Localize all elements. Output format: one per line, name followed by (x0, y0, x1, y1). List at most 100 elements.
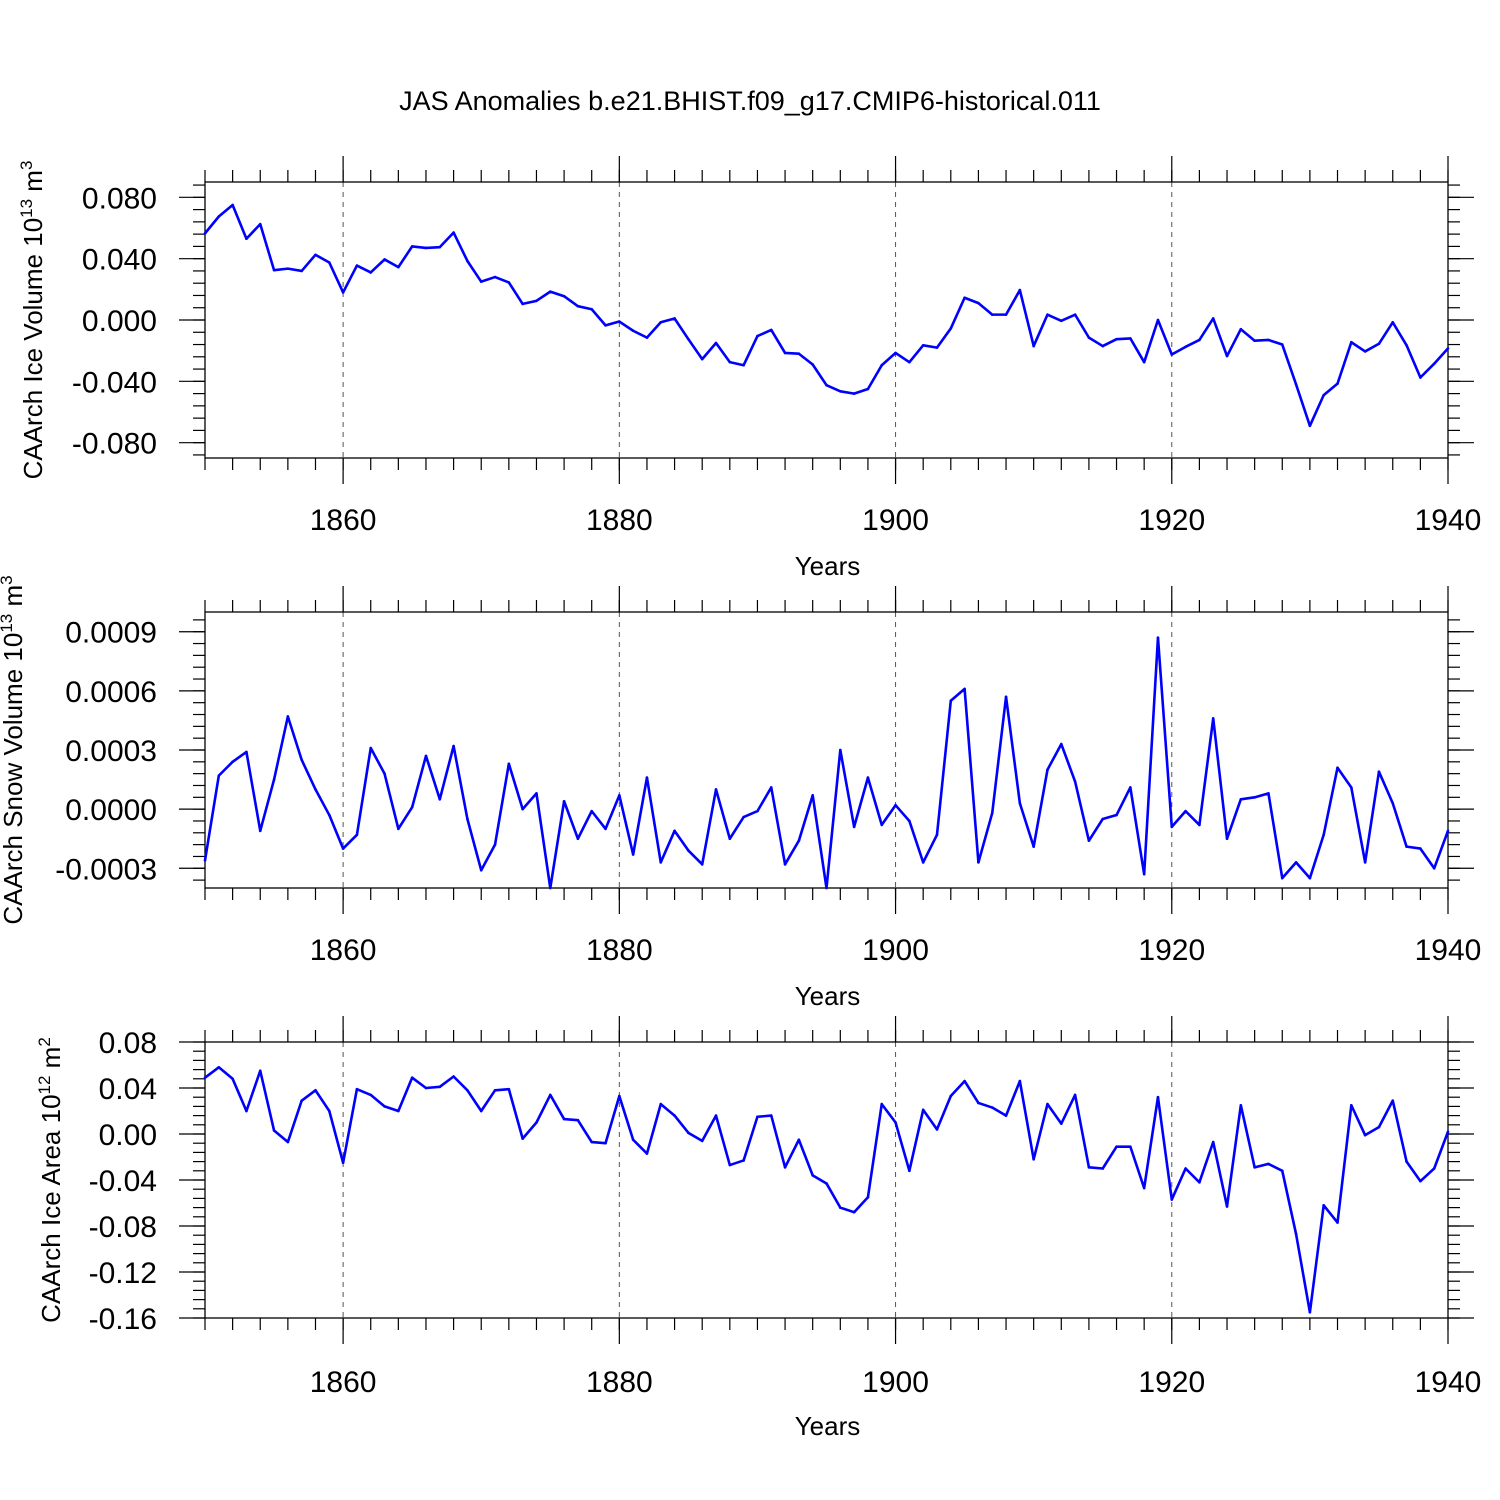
data-point (1198, 1181, 1201, 1184)
data-point (645, 1152, 649, 1155)
data-point (604, 1141, 607, 1145)
data-point (1419, 376, 1422, 379)
data-point (839, 1206, 842, 1209)
data-point (1142, 360, 1146, 364)
data-point (424, 246, 428, 250)
data-point (1156, 318, 1160, 322)
data-point (286, 715, 290, 718)
data-point (1018, 801, 1022, 805)
data-point (728, 360, 732, 364)
data-point (341, 291, 345, 294)
data-point (272, 268, 276, 272)
data-point (1129, 786, 1132, 789)
data-point (1280, 876, 1284, 880)
y-tick-label: -0.0003 (55, 853, 157, 886)
data-point (438, 1085, 442, 1089)
data-point (894, 803, 897, 807)
data-point (590, 307, 594, 311)
data-point (714, 341, 718, 345)
data-point (576, 1118, 580, 1122)
data-point (341, 1161, 345, 1165)
data-point (659, 321, 663, 324)
data-point (1239, 327, 1243, 331)
data-point (783, 351, 787, 355)
data-point (908, 1169, 911, 1173)
x-tick-label: 1920 (1138, 504, 1205, 537)
data-point (866, 387, 870, 391)
data-point (645, 776, 649, 779)
data-point (618, 794, 621, 797)
data-point (493, 843, 497, 846)
data-point (949, 699, 953, 703)
data-point (908, 819, 911, 823)
y-tick-label: 0.08 (99, 1027, 157, 1060)
data-point (1073, 1093, 1077, 1097)
data-point (245, 750, 248, 754)
data-point (935, 833, 939, 837)
data-point (466, 1089, 469, 1092)
data-point (466, 817, 469, 821)
data-point (1363, 861, 1367, 864)
data-point (921, 861, 925, 864)
data-point (1294, 383, 1298, 386)
data-point (1446, 829, 1450, 833)
data-point (1280, 1169, 1284, 1173)
data-point (535, 1121, 538, 1124)
data-point (714, 1114, 718, 1117)
data-point (700, 863, 704, 866)
x-tick-label: 1900 (862, 1366, 929, 1399)
data-point (880, 823, 884, 827)
data-point (1142, 872, 1146, 876)
data-point (963, 687, 966, 691)
data-point (1156, 636, 1160, 639)
data-point (217, 1066, 221, 1069)
data-point (438, 797, 442, 801)
data-point (1059, 1122, 1063, 1125)
data-point (245, 237, 248, 241)
data-point (728, 837, 732, 841)
data-point (1115, 813, 1118, 817)
data-point (908, 360, 911, 364)
data-point (203, 232, 207, 235)
chart-title: JAS Anomalies b.e21.BHIST.f09_g17.CMIP6-… (399, 86, 1101, 116)
data-point (1239, 797, 1243, 801)
data-point (1280, 343, 1284, 346)
data-point (825, 886, 828, 890)
y-tick-label: 0.000 (82, 305, 157, 338)
data-point (479, 868, 483, 872)
y-axis-label: CAArch Snow Volume 1013 m3 (0, 575, 28, 924)
data-point (1115, 1145, 1118, 1148)
data-point (369, 746, 373, 750)
data-point (438, 245, 442, 249)
data-point (1073, 780, 1077, 783)
data-point (1018, 1079, 1022, 1083)
data-point (1322, 393, 1325, 397)
data-point (963, 296, 966, 300)
data-point (231, 760, 234, 764)
data-point (1101, 1167, 1105, 1170)
data-point (604, 827, 607, 831)
x-axis-label: Years (795, 1411, 861, 1441)
data-point (590, 809, 594, 813)
data-point (1046, 313, 1049, 316)
data-point (1142, 1186, 1146, 1190)
data-point (576, 304, 580, 308)
data-point (977, 1101, 980, 1105)
data-point (977, 301, 980, 305)
data-point (507, 762, 511, 766)
data-point (1363, 350, 1367, 353)
data-point (341, 847, 345, 850)
data-point (383, 258, 386, 261)
data-point (1267, 792, 1270, 795)
data-point (866, 776, 870, 779)
data-point (1115, 337, 1118, 341)
panel-snow-volume: 1860 1880 1900 1920 1940 -0.0003 0.0000 0.0003 0… (0, 575, 1481, 1011)
data-point (700, 357, 704, 361)
data-point (1419, 847, 1422, 850)
data-point (604, 324, 607, 327)
data-point (424, 1086, 428, 1090)
data-point (1004, 313, 1008, 316)
x-tick-label: 1880 (586, 934, 653, 967)
data-point (410, 805, 414, 809)
